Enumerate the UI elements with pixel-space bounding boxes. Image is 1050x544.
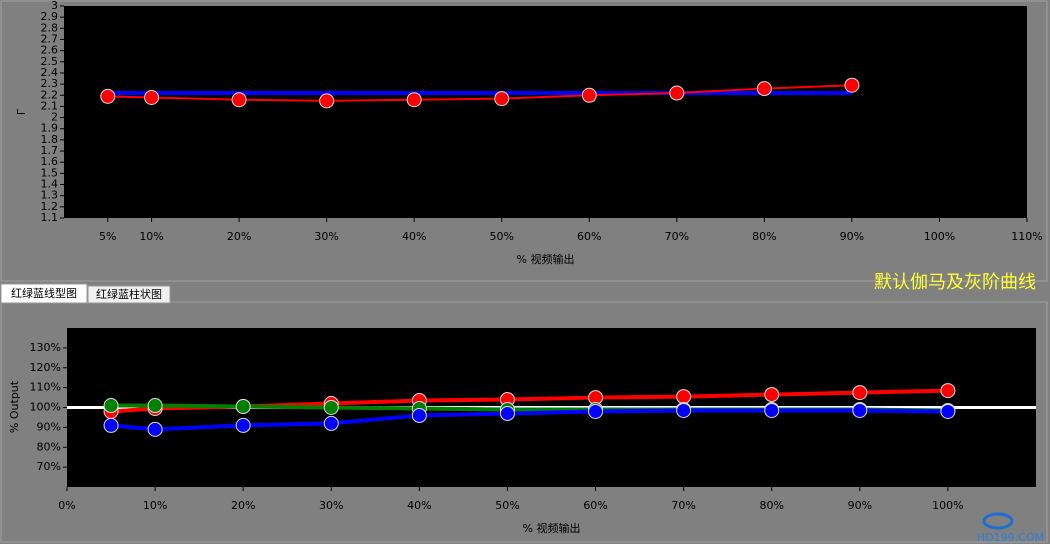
y-tick-label: 2.4 [41,66,59,79]
x-tick-label: 90% [848,499,872,512]
y-tick-label: 2.9 [41,10,59,23]
y-tick-label: 1.6 [41,155,59,168]
data-point [231,92,247,108]
data-point [852,402,868,418]
y-tick-label: 2.6 [41,44,59,57]
y-tick-label: 100% [30,401,61,414]
data-point [588,403,604,419]
x-tick-label: 10% [143,499,167,512]
data-point [147,421,163,437]
y-tick-label: 1.4 [41,178,59,191]
x-tick-label: 10% [139,230,163,243]
x-tick-label: 5% [99,230,116,243]
x-tick-label: 50% [490,230,514,243]
x-tick-label: 90% [840,230,864,243]
data-point [103,417,119,433]
data-point [499,405,515,421]
y-tick-label: 1.3 [41,189,59,202]
data-point [669,85,685,101]
y-tick-label: 2.2 [41,88,59,101]
x-tick-label: 110% [1011,230,1042,243]
x-tick-label: 30% [319,499,343,512]
data-point [235,417,251,433]
y-tick-label: 80% [37,440,61,453]
data-point [103,398,119,414]
data-point [319,93,335,109]
data-point [411,407,427,423]
plot-area [64,6,1027,218]
y-axis-label: % Output [8,380,21,433]
data-point [144,89,160,105]
data-point [494,91,510,107]
data-point [764,387,780,403]
x-tick-label: 70% [665,230,689,243]
x-tick-label: 80% [752,230,776,243]
data-point [852,385,868,401]
x-tick-label: 80% [760,499,784,512]
y-tick-label: 2 [51,111,58,124]
x-tick-label: 60% [577,230,601,243]
tab[interactable] [87,285,171,304]
y-tick-label: 120% [30,361,61,374]
data-point [323,415,339,431]
tab[interactable] [0,283,88,304]
y-tick-label: 3 [51,0,58,12]
y-tick-label: 2.1 [41,99,59,112]
x-tick-label: 20% [231,499,255,512]
x-axis-label: % 视频输出 [523,521,581,535]
y-tick-label: 2.3 [41,77,59,90]
data-point [756,81,772,97]
data-point [323,400,339,415]
data-point [147,398,163,414]
watermark: HD199.COM [977,531,1044,544]
tab-label[interactable]: 红绿蓝柱状图 [96,287,162,301]
x-tick-label: 100% [924,230,955,243]
data-point [844,77,860,93]
y-tick-label: 70% [37,460,61,473]
x-tick-label: 0% [58,499,75,512]
x-tick-label: 50% [495,499,519,512]
data-point [676,389,692,405]
y-tick-label: 1.7 [41,144,59,157]
x-tick-label: 20% [227,230,251,243]
x-tick-label: 40% [407,499,431,512]
x-tick-label: 30% [314,230,338,243]
series-line [107,84,852,102]
data-point [764,402,780,418]
tab-label[interactable]: 红绿蓝线型图 [11,286,77,300]
y-tick-label: 1.1 [41,211,59,224]
data-point [100,88,116,104]
annotation: 默认伽马及灰阶曲线 [874,272,1036,293]
data-point [235,399,251,415]
y-tick-label: 2.8 [41,21,59,34]
x-axis-label: % 视频输出 [517,252,575,266]
x-tick-label: 70% [671,499,695,512]
data-point [676,402,692,418]
data-point [940,403,956,419]
data-point [581,87,597,103]
y-tick-label: 90% [37,420,61,433]
data-point [406,92,422,108]
y-axis-label: Γ [15,108,28,115]
y-tick-label: 2.7 [41,32,59,45]
y-tick-label: 1.8 [41,133,59,146]
y-tick-label: 110% [30,381,61,394]
y-tick-label: 1.9 [41,122,59,135]
y-tick-label: 1.5 [41,166,59,179]
y-tick-label: 130% [30,341,61,354]
x-tick-label: 60% [583,499,607,512]
data-point [940,383,956,399]
y-tick-label: 1.2 [41,200,59,213]
y-tick-label: 2.5 [41,55,59,68]
x-tick-label: 100% [932,499,963,512]
x-tick-label: 40% [402,230,426,243]
logo [982,512,1014,530]
